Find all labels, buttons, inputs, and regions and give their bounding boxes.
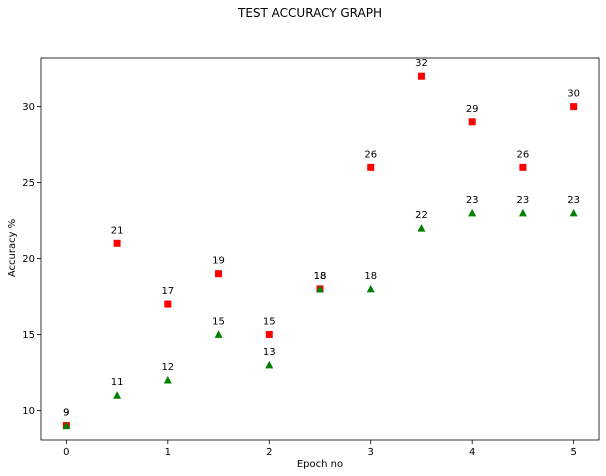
data-label: 18 [314, 271, 327, 282]
x-axis-title: Epoch no [297, 459, 343, 470]
data-label: 12 [161, 362, 174, 373]
plot-area [40, 57, 600, 441]
data-label: 13 [263, 347, 276, 358]
data-label: 26 [517, 149, 530, 160]
data-label: 30 [567, 89, 580, 100]
x-tick-label: 1 [165, 447, 171, 458]
data-point-triangle [265, 360, 274, 369]
data-point-triangle [62, 421, 71, 430]
data-point-triangle [366, 284, 375, 293]
data-point-square [468, 118, 476, 126]
data-point-triangle [214, 330, 223, 338]
data-point-square [519, 163, 527, 171]
data-point-triangle [417, 224, 426, 232]
data-label: 23 [517, 195, 530, 206]
chart-title: TEST ACCURACY GRAPH [237, 6, 382, 20]
data-label: 32 [415, 58, 428, 69]
data-point-triangle [468, 208, 477, 217]
data-point-square [164, 300, 172, 308]
data-label: 29 [466, 104, 479, 115]
y-tick-label: 10 [22, 406, 35, 417]
data-label: 18 [314, 271, 327, 282]
data-label: 11 [111, 377, 124, 388]
data-point-triangle [163, 376, 172, 384]
data-label: 9 [63, 408, 69, 419]
data-point-square [113, 239, 121, 247]
data-label: 23 [567, 195, 580, 206]
series-layer [62, 72, 578, 430]
y-tick-label: 25 [22, 178, 35, 189]
plot-border [40, 57, 600, 441]
x-tick-label: 3 [368, 447, 374, 458]
square-marker-series [62, 72, 578, 430]
data-label: 15 [263, 316, 276, 327]
data-label: 17 [161, 286, 174, 297]
y-tick-label: 20 [22, 254, 35, 265]
data-point-square [367, 163, 375, 171]
data-label: 15 [212, 316, 225, 327]
triangle-marker-series [62, 208, 578, 430]
data-point-square [570, 103, 578, 111]
data-label: 9 [63, 408, 69, 419]
x-tick-label: 2 [266, 447, 272, 458]
y-tick-label: 30 [22, 102, 35, 113]
data-point-triangle [113, 391, 122, 399]
y-axis-title: Accuracy % [7, 219, 18, 277]
data-label: 23 [466, 195, 479, 206]
data-point-square [265, 330, 273, 338]
x-tick-label: 0 [63, 447, 69, 458]
x-tick-label: 5 [570, 447, 576, 458]
y-tick-label: 15 [22, 330, 35, 341]
data-point-square [215, 270, 223, 278]
data-point-triangle [569, 208, 578, 217]
x-axis: 0 1 2 3 4 5 [63, 440, 577, 458]
data-point-square [417, 72, 425, 80]
y-axis: 10 15 20 25 30 [22, 102, 41, 417]
data-label: 18 [364, 271, 377, 282]
data-label: 21 [111, 225, 124, 236]
data-point-triangle [518, 208, 527, 217]
data-point-triangle [316, 284, 324, 293]
data-label: 26 [364, 149, 377, 160]
data-label: 22 [415, 210, 428, 221]
data-label: 19 [212, 256, 225, 267]
x-tick-label: 4 [469, 447, 475, 458]
